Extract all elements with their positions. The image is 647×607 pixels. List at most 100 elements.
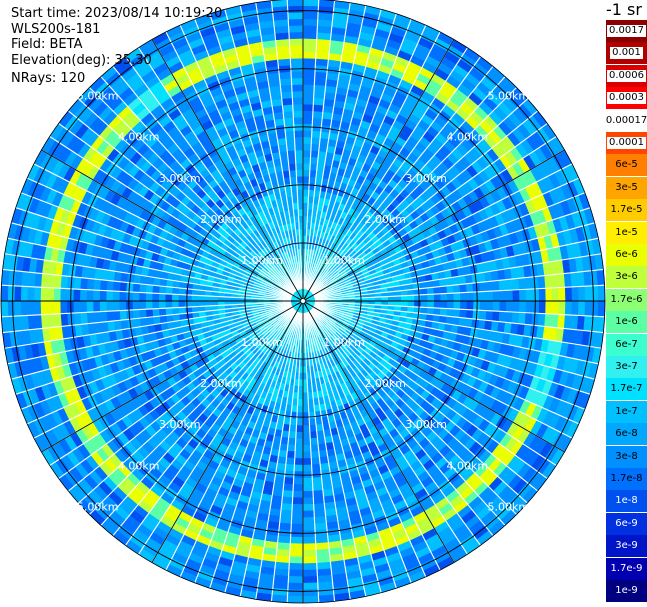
beta-cell bbox=[291, 84, 304, 92]
beta-cell bbox=[291, 503, 304, 512]
beta-cell bbox=[112, 280, 121, 292]
beta-cell bbox=[92, 289, 101, 302]
beta-cell bbox=[279, 516, 292, 525]
beta-cell bbox=[310, 450, 320, 459]
beta-cell bbox=[302, 536, 317, 545]
beta-cell bbox=[291, 510, 304, 518]
beta-cell bbox=[284, 463, 295, 472]
beta-cell bbox=[118, 300, 127, 311]
beta-cell bbox=[312, 496, 325, 505]
beta-cell bbox=[292, 97, 304, 105]
beta-cell bbox=[138, 283, 147, 294]
beta-cell bbox=[118, 291, 127, 302]
beta-cell bbox=[171, 300, 179, 309]
beta-cell bbox=[66, 300, 74, 314]
beta-cell bbox=[302, 589, 319, 597]
beta-cell bbox=[294, 149, 304, 158]
beta-cell bbox=[551, 300, 560, 315]
beta-cell bbox=[312, 110, 324, 119]
beta-cell bbox=[283, 476, 295, 485]
beta-cell bbox=[296, 182, 304, 190]
beta-cell bbox=[446, 300, 455, 310]
beta-cell bbox=[286, 450, 296, 459]
beta-cell bbox=[314, 71, 328, 80]
beta-cell bbox=[26, 300, 35, 316]
beta-cell bbox=[302, 51, 317, 59]
beta-cell bbox=[505, 300, 514, 313]
beta-cell bbox=[271, 0, 288, 8]
beta-cell bbox=[145, 308, 154, 318]
beta-cell bbox=[433, 307, 442, 316]
beta-cell bbox=[311, 476, 323, 485]
beta-cell bbox=[302, 5, 319, 13]
beta-cell bbox=[285, 136, 296, 145]
beta-cell bbox=[302, 11, 319, 20]
beta-cell bbox=[518, 312, 527, 325]
beta-cell bbox=[288, 38, 304, 46]
beta-cell bbox=[302, 438, 311, 446]
beta-cell bbox=[427, 300, 435, 309]
beta-cell bbox=[171, 293, 179, 302]
beta-cell bbox=[302, 444, 312, 453]
beta-cell bbox=[314, 522, 328, 531]
beta-cell bbox=[289, 57, 304, 66]
beta-cell bbox=[302, 77, 315, 85]
beta-cell bbox=[309, 437, 319, 446]
beta-cell bbox=[302, 510, 315, 518]
beta-cell bbox=[292, 110, 304, 118]
beta-cell bbox=[293, 116, 304, 125]
beta-cell bbox=[439, 307, 448, 317]
beta-cell bbox=[287, 589, 304, 597]
beta-cell bbox=[311, 130, 322, 139]
beta-cell bbox=[302, 595, 320, 604]
beta-cell bbox=[309, 156, 319, 165]
beta-cell bbox=[164, 286, 173, 295]
beta-cell bbox=[105, 310, 114, 322]
beta-cell bbox=[7, 300, 15, 317]
beta-cell bbox=[289, 51, 304, 59]
beta-cell bbox=[465, 309, 474, 320]
beta-cell bbox=[524, 312, 533, 326]
beta-cell bbox=[433, 300, 442, 309]
beta-cell bbox=[105, 290, 114, 302]
beta-cell bbox=[302, 169, 311, 177]
beta-cell bbox=[296, 189, 304, 197]
beta-cell bbox=[73, 276, 82, 290]
beta-cell bbox=[295, 169, 304, 177]
beta-cell bbox=[311, 117, 323, 126]
beta-cell bbox=[132, 282, 141, 293]
beta-cell bbox=[92, 300, 101, 313]
beta-cell bbox=[280, 90, 293, 99]
beta-cell bbox=[290, 523, 304, 532]
beta-cell bbox=[288, 162, 297, 171]
beta-cell bbox=[452, 308, 461, 318]
beta-cell bbox=[40, 286, 48, 302]
beta-cell bbox=[295, 425, 304, 433]
beta-cell bbox=[302, 562, 318, 571]
beta-cell bbox=[525, 300, 534, 314]
beta-cell bbox=[302, 425, 311, 433]
beta-cell bbox=[538, 300, 547, 315]
beta-cell bbox=[312, 103, 324, 112]
beta-cell bbox=[288, 556, 304, 564]
beta-cell bbox=[288, 24, 304, 33]
beta-cell bbox=[302, 24, 318, 33]
beta-cell bbox=[302, 116, 313, 125]
beta-cell bbox=[0, 300, 9, 318]
beta-cell bbox=[302, 490, 314, 499]
beta-cell bbox=[466, 300, 475, 311]
beta-cell bbox=[591, 300, 599, 317]
beta-cell bbox=[302, 57, 317, 66]
beta-cell bbox=[151, 292, 160, 302]
beta-cell bbox=[310, 457, 321, 466]
beta-cell bbox=[312, 97, 325, 106]
beta-cell bbox=[26, 286, 35, 302]
beta-cell bbox=[286, 149, 296, 158]
beta-cell bbox=[532, 300, 540, 314]
beta-cell bbox=[287, 5, 304, 13]
beta-cell bbox=[302, 162, 311, 171]
beta-cell bbox=[278, 71, 292, 80]
beta-cell bbox=[440, 300, 448, 309]
beta-cell bbox=[486, 300, 494, 312]
beta-cell bbox=[291, 90, 304, 99]
